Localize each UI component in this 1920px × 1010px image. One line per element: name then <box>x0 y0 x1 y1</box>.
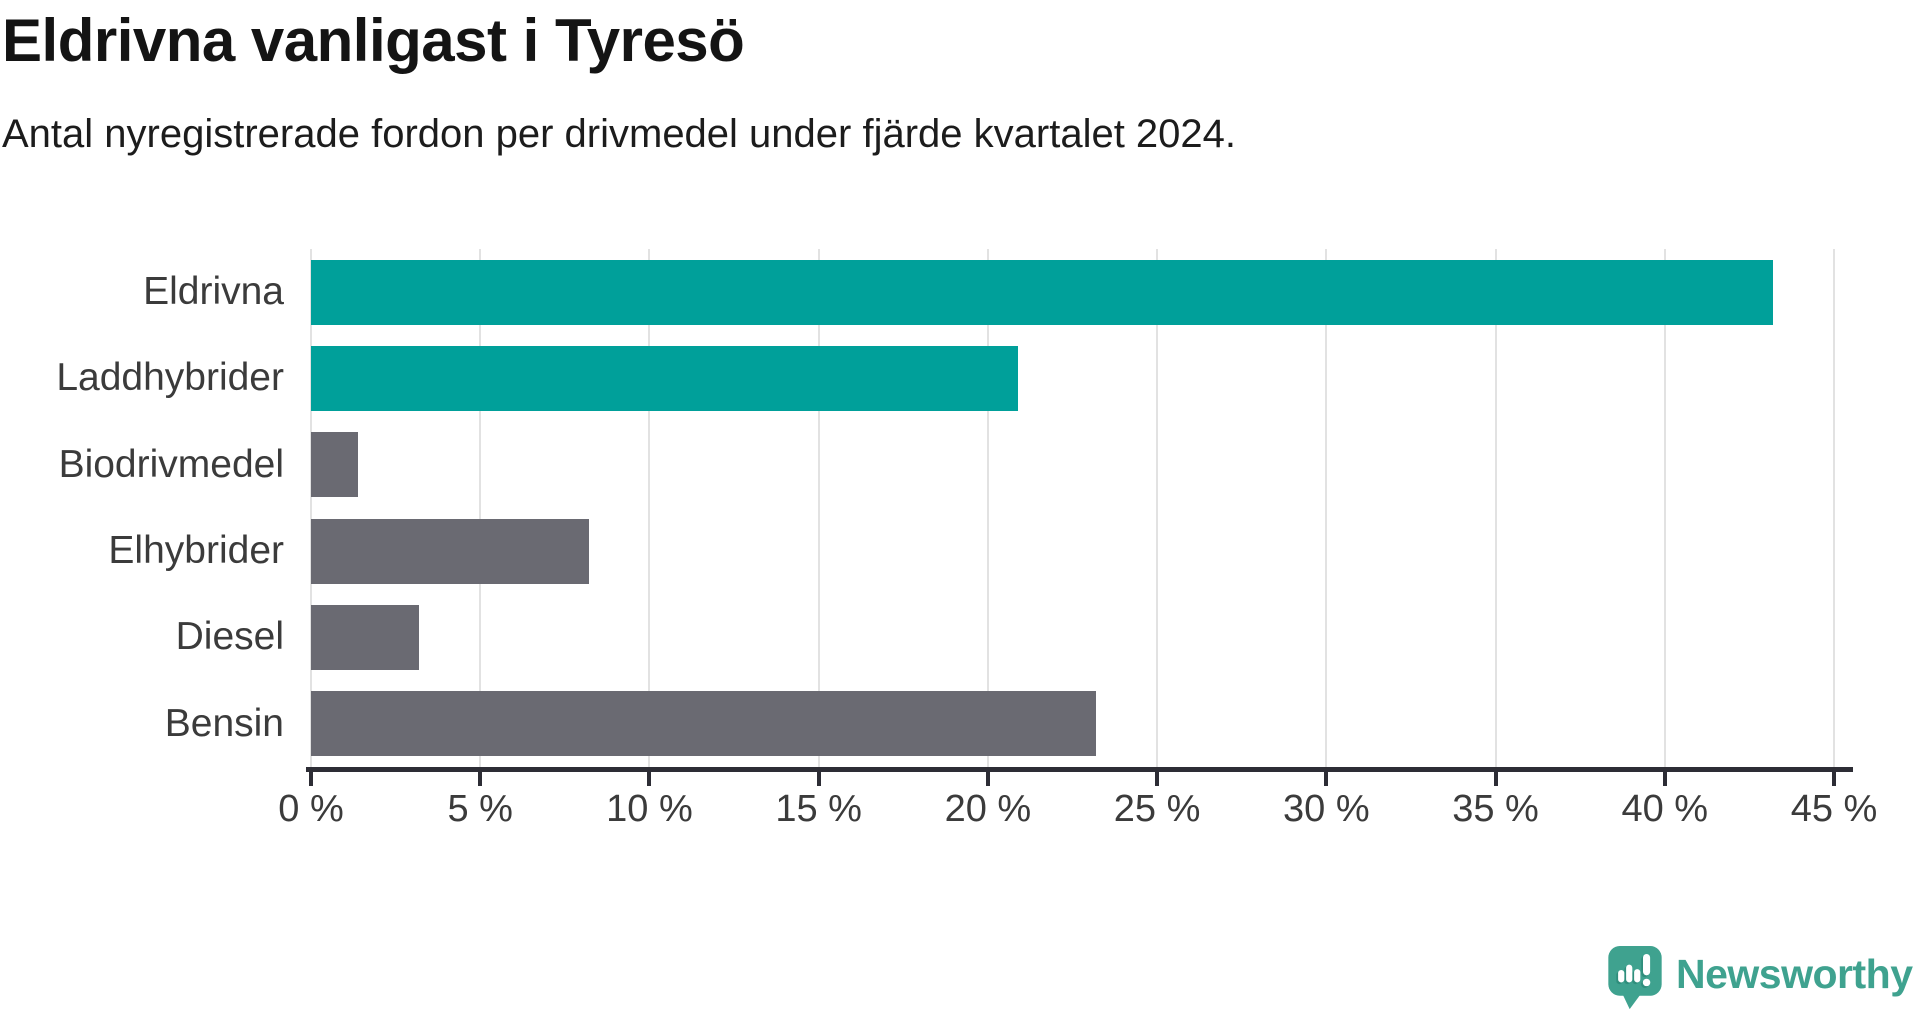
category-label-biodrivmedel: Biodrivmedel <box>58 442 284 486</box>
gridline-10 <box>648 249 651 767</box>
bar-eldrivna <box>311 259 1774 325</box>
tick-label-5: 5 % <box>447 788 513 830</box>
plot-area <box>310 249 1835 767</box>
tick-mark-0 <box>309 772 313 786</box>
tick-label-40: 40 % <box>1621 788 1709 830</box>
bar-diesel <box>311 605 420 670</box>
tick-label-0: 0 % <box>278 788 344 830</box>
bar-bensin <box>311 691 1097 757</box>
newsworthy-logo-text: Newsworthy <box>1676 950 1913 997</box>
category-label-elhybrider: Elhybrider <box>108 529 284 573</box>
gridline-15 <box>817 249 820 767</box>
chart-subtitle: Antal nyregistrerade fordon per drivmede… <box>2 112 1237 156</box>
tick-mark-5 <box>478 772 483 786</box>
tick-label-20: 20 % <box>944 788 1032 830</box>
tick-mark-35 <box>1493 772 1498 786</box>
tick-label-10: 10 % <box>606 788 693 830</box>
category-label-eldrivna: Eldrivna <box>143 270 284 314</box>
gridline-0 <box>310 249 312 767</box>
tick-label-15: 15 % <box>775 788 862 830</box>
tick-label-25: 25 % <box>1113 788 1201 830</box>
x-axis-tick-marks <box>309 772 1836 786</box>
category-label-bensin: Bensin <box>164 701 284 745</box>
gridline-25 <box>1156 249 1159 767</box>
tick-label-30: 30 % <box>1283 788 1370 830</box>
bar-elhybrider <box>311 518 589 584</box>
category-axis-labels: Eldrivna Laddhybrider Biodrivmedel Elhybrid… <box>0 249 284 767</box>
tick-mark-20 <box>985 772 990 786</box>
newsworthy-logo-icon <box>1608 946 1662 1010</box>
tick-mark-30 <box>1324 772 1329 786</box>
newsworthy-logo: Newsworthy <box>1608 946 1913 1010</box>
tick-mark-40 <box>1662 772 1667 786</box>
gridline-40 <box>1663 249 1666 767</box>
tick-mark-25 <box>1155 772 1160 786</box>
gridline-5 <box>479 249 482 767</box>
chart-title: Eldrivna vanligast i Tyresö <box>2 7 745 74</box>
tick-label-45: 45 % <box>1790 788 1878 830</box>
tick-mark-10 <box>647 772 652 786</box>
gridline-45 <box>1833 249 1835 767</box>
bar-biodrivmedel <box>311 432 359 498</box>
tick-mark-15 <box>816 772 821 786</box>
category-label-diesel: Diesel <box>175 615 284 659</box>
gridline-30 <box>1325 249 1328 767</box>
x-axis-tick-labels: 0 % 5 % 10 % 15 % 20 % 25 % 30 % 35 % 40 % 45 % <box>278 788 1877 834</box>
x-axis-line <box>306 767 1853 772</box>
tick-mark-45 <box>1832 772 1836 786</box>
bar-laddhybrider <box>311 346 1019 411</box>
gridline-35 <box>1494 249 1497 767</box>
category-label-laddhybrider: Laddhybrider <box>56 356 284 400</box>
gridline-20 <box>986 249 989 767</box>
tick-label-35: 35 % <box>1452 788 1539 830</box>
